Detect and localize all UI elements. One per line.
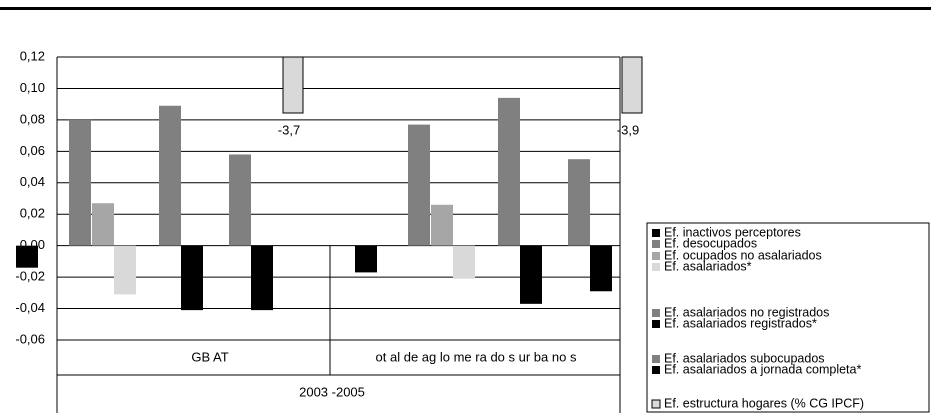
x-tick-label: GB AT [191, 349, 228, 364]
bar [408, 124, 430, 246]
y-tick-label: 0,02 [20, 206, 45, 221]
bar [251, 245, 273, 311]
bar [621, 56, 643, 114]
y-tick-label: 0,06 [20, 143, 45, 158]
top-rule [0, 7, 931, 10]
legend-label: Ef. inactivos perceptores [664, 225, 801, 239]
value-label: -3,7 [278, 122, 300, 137]
x-tick-label: ot al de ag lo me ra do s ur ba no s [376, 349, 577, 364]
bar [520, 245, 542, 304]
bar [431, 204, 453, 246]
legend-label: Ef. asalariados a jornada completa* [664, 362, 861, 376]
bar [92, 203, 114, 246]
bar [181, 245, 203, 311]
legend-label: Ef. asalariados registrados* [664, 316, 817, 330]
legend-swatch [652, 229, 660, 237]
bar [159, 105, 181, 246]
group-label: 2003 -2005 [299, 384, 365, 399]
bar [590, 245, 612, 292]
legend-swatch [652, 309, 660, 317]
bar [453, 245, 475, 279]
legend-label: Ef. estructura hogares (% CG IPCF) [664, 396, 864, 410]
bar [568, 159, 590, 246]
legend-label: Ef. desocupados [664, 236, 757, 250]
legend-label: Ef. asalariados no registrados [664, 305, 829, 319]
bar [355, 245, 377, 273]
y-tick-label: 0,08 [20, 111, 45, 126]
legend-swatch [652, 355, 660, 363]
bar [69, 119, 91, 246]
legend-swatch [652, 366, 660, 374]
legend-label: Ef. asalariados subocupados [664, 351, 825, 365]
bar [229, 154, 251, 246]
bar [16, 245, 38, 268]
legend-swatch [652, 252, 660, 260]
legend-box [646, 222, 930, 413]
bar [282, 56, 304, 114]
bar [114, 245, 136, 295]
y-tick-label: -0,02 [15, 269, 45, 284]
value-label: -3,9 [617, 122, 639, 137]
legend-label: Ef. asalariados* [664, 259, 752, 273]
legend-label: Ef. ocupados no asalariados [664, 248, 822, 262]
y-tick-label: -0,04 [15, 300, 45, 315]
legend-swatch [652, 320, 660, 328]
y-tick-label: -0,06 [15, 331, 45, 346]
y-tick-label: 0,10 [20, 80, 45, 95]
legend-swatch [651, 399, 661, 409]
bar [498, 97, 520, 246]
y-tick-label: 0,04 [20, 174, 45, 189]
legend-swatch [652, 240, 660, 248]
y-tick-label: 0,12 [20, 48, 45, 63]
legend-swatch [652, 263, 660, 271]
